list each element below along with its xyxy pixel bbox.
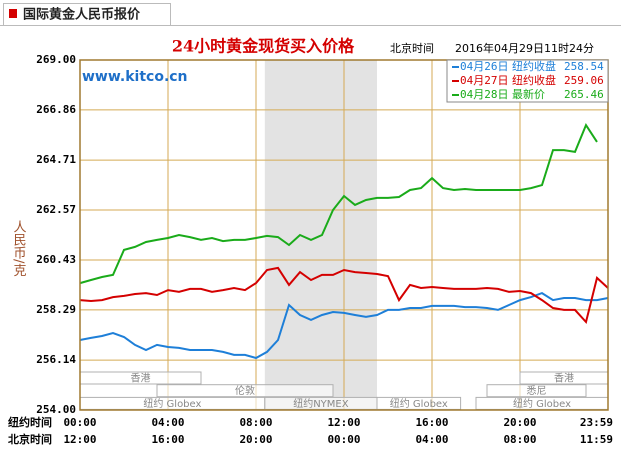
legend-name: 04月28日 (460, 88, 509, 101)
session-label: 悉尼 (527, 385, 547, 397)
y-tick-label: 262.57 (36, 203, 76, 216)
legend-label: 纽约收盘 (512, 59, 556, 73)
x-tick-label: 04:00 (415, 433, 448, 446)
x-tick-label: 00:00 (63, 416, 96, 429)
tab (3, 3, 171, 26)
x-row-name: 纽约时间 (8, 415, 52, 429)
y-axis-label: 人民币/克 (11, 220, 27, 278)
session-label: 纽约 Globex (513, 397, 571, 410)
session-bar (486, 384, 587, 398)
legend-label: 纽约收盘 (512, 73, 556, 87)
legend-box (446, 59, 609, 103)
session-label: 伦敦 (235, 384, 255, 397)
x-tick-label: 12:00 (63, 433, 96, 446)
x-tick-label: 08:00 (239, 416, 272, 429)
time-zone-label: 北京时间 (390, 41, 434, 55)
series-line (79, 291, 609, 360)
session-label: 纽约NYMEX (293, 397, 349, 410)
series-line (79, 122, 598, 285)
x-tick-label: 16:00 (151, 433, 184, 446)
y-tick-label: 264.71 (36, 153, 76, 166)
session-bar (156, 384, 334, 398)
y-tick-label: 254.00 (36, 403, 76, 416)
legend-value: 258.54 (564, 60, 604, 73)
x-tick-label: 12:00 (327, 416, 360, 429)
watermark: www.kitco.cn (82, 69, 188, 85)
x-tick-label: 20:00 (239, 433, 272, 446)
x-row-name: 北京时间 (8, 432, 52, 446)
x-tick-label: 04:00 (151, 416, 184, 429)
x-tick-label: 20:00 (503, 416, 536, 429)
y-tick-label: 266.86 (36, 103, 76, 116)
plot-border (79, 59, 609, 411)
legend-label: 最新价 (512, 87, 545, 101)
session-label: 香港 (131, 373, 151, 385)
timestamp: 2016年04月29日11时24分 (455, 41, 594, 55)
y-tick-label: 258.29 (36, 303, 76, 316)
session-label: 纽约 Globex (390, 397, 448, 410)
tab-title: 国际黄金人民币报价 (23, 7, 141, 23)
x-tick-label: 23:59 (580, 416, 613, 429)
x-tick-label: 08:00 (503, 433, 536, 446)
chart-title: 24小时黄金现货买入价格 (172, 37, 355, 56)
legend-value: 265.46 (564, 88, 604, 101)
y-tick-label: 260.43 (36, 253, 76, 266)
tab-icon (9, 9, 17, 18)
x-tick-label: 11:59 (580, 433, 613, 446)
x-tick-label: 00:00 (327, 433, 360, 446)
y-tick-label: 269.00 (36, 53, 76, 66)
x-tick-label: 16:00 (415, 416, 448, 429)
session-label: 纽约 Globex (143, 397, 201, 410)
session-label: 香港 (554, 373, 574, 385)
legend-name: 04月27日 (460, 74, 509, 87)
series-line (79, 266, 609, 325)
y-tick-label: 256.14 (36, 353, 76, 366)
legend-value: 259.06 (564, 74, 604, 87)
legend-name: 04月26日 (460, 60, 509, 73)
